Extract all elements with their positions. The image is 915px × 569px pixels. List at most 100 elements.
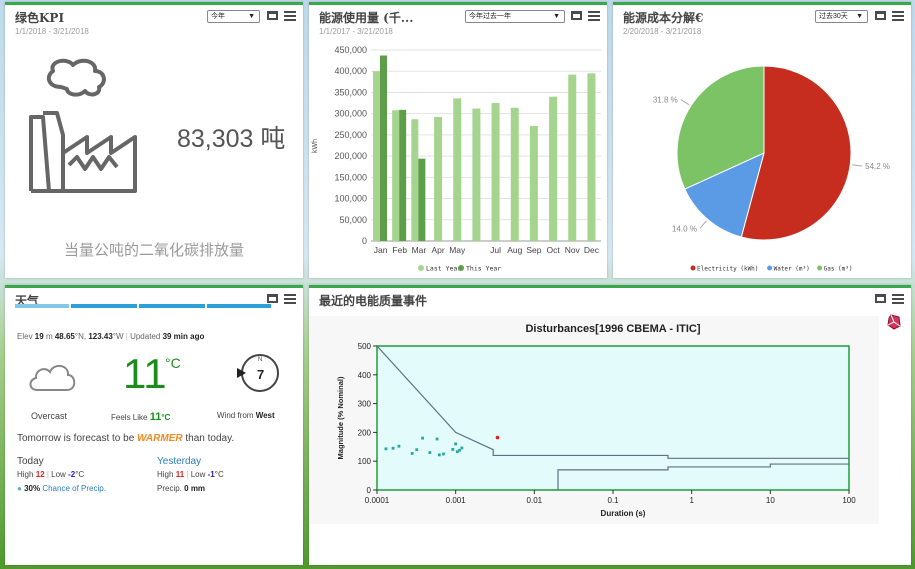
legend-marker [690,265,696,271]
y-tick-label: 400 [358,371,372,380]
legend-label: Gas (m³) [824,266,853,273]
event-point [458,448,461,452]
export-icon[interactable] [887,314,901,330]
x-tick-label: 1 [689,496,694,505]
bar-last-year [434,117,443,241]
maximize-icon[interactable] [875,11,886,20]
bar-this-year [399,109,407,241]
bar-last-year [587,73,596,241]
y-tick-label: 0 [362,236,367,246]
y-tick-label: 300 [358,400,372,409]
bar-this-year [418,158,426,241]
y-tick-label: 100 [358,457,372,466]
menu-icon[interactable] [284,11,296,21]
event-point [495,435,500,440]
event-point [428,451,432,454]
energy-usage-period-select[interactable]: 今年过去一年 ▼ [465,10,565,23]
today-high-low: High 12 | Low -2°C [17,470,85,479]
y-tick-label: 50,000 [339,215,367,225]
current-temp-unit: °C [165,355,181,371]
y-tick-label: 250,000 [334,130,367,140]
y-tick-label: 500 [358,342,372,351]
bar-last-year [529,125,538,241]
pie-label-leader [852,164,863,167]
cbema-scatter-chart: Disturbances[1996 CBEMA - ITIC] 0 100 200 30… [309,316,879,524]
legend-marker [418,265,424,271]
power-quality-panel: 最近的电能质量事件 Disturbances[1996 CBEMA - ITIC… [309,285,911,565]
compass-north-label: N [258,357,263,363]
bar-last-year [472,108,481,241]
legend-marker [767,265,773,271]
bar-last-year [491,103,500,241]
y-tick-label: 300,000 [334,109,367,119]
pie-slice-label: 54.2 % [865,162,890,171]
x-axis-label: Duration (s) [601,509,646,518]
bar-last-year [392,110,400,241]
event-point [384,447,388,451]
energy-cost-date-range: 2/20/2018 - 3/21/2018 [623,27,702,36]
menu-icon[interactable] [892,294,904,304]
y-axis-label: kWh [312,139,319,153]
chart-title: Disturbances[1996 CBEMA - ITIC] [525,323,700,335]
x-tick-label: 0.01 [527,496,543,505]
pie-slice-label: 14.0 % [672,224,697,233]
x-tick-label: 100 [842,496,856,505]
itic-upper-curve [376,345,849,459]
kpi-caption: 当量公吨的二氧化碳排放量 [63,241,244,259]
menu-icon[interactable] [892,11,904,21]
pie-slice [676,65,765,190]
y-tick-label: 200,000 [334,151,367,161]
wind-arrow-icon [237,368,246,378]
energy-usage-bar-chart: 0 50,000 100,000 150,000 200,000 250,000 300,0… [312,45,601,273]
event-point [454,442,458,446]
maximize-icon[interactable] [875,294,886,303]
chevron-down-icon: ▼ [856,13,863,20]
kpi-date-range: 1/1/2018 - 3/21/2018 [15,27,89,36]
event-point [415,448,419,452]
today-label: Today [17,456,44,467]
bar-last-year [568,74,577,241]
energy-usage-date-range: 1/1/2017 - 3/21/2018 [319,27,393,36]
raindrop-icon: ● [17,484,22,493]
plot-area [376,345,850,491]
weather-bar-2 [71,304,137,308]
wind-compass: N 7 [237,354,279,392]
maximize-icon[interactable] [267,11,278,20]
x-tick-label: Feb [392,245,407,255]
x-tick-label: Oct [546,245,560,255]
event-point [437,453,441,457]
x-tick-label: Jul [490,245,501,255]
y-axis-label: Magnitude (% Nominal) [336,376,345,459]
kpi-title: 绿色KPI [15,11,65,25]
legend-marker [458,265,464,271]
event-point [460,446,464,450]
energy-cost-period-select[interactable]: 过去30天 ▼ [815,10,868,23]
bar-this-year [380,55,387,241]
kpi-panel: 绿色KPI 1/1/2018 - 3/21/2018 今年 ▼ 83,303 吨… [5,2,303,278]
x-tick-label: May [449,245,466,255]
x-tick-label: 0.001 [446,496,467,505]
weather-bar-4 [207,304,271,308]
bar-last-year [549,96,558,241]
y-tick-label: 0 [367,486,372,495]
energy-cost-period-value: 过去30天 [819,13,848,20]
menu-icon[interactable] [284,294,296,304]
yesterday-high-low: High 11 | Low -1°C [157,470,224,479]
event-point [451,447,455,451]
y-tick-label: 400,000 [334,66,367,76]
event-point [455,450,459,454]
maximize-icon[interactable] [571,11,582,20]
kpi-period-value: 今年 [211,13,225,20]
bar-last-year [373,71,380,241]
pie-label-leader [680,99,690,106]
wind-speed: 7 [257,367,265,382]
pie-label-leader [699,220,707,229]
maximize-icon[interactable] [267,294,278,303]
today-precip: ● 30% Chance of Precip. [17,484,106,493]
kpi-period-select[interactable]: 今年 ▼ [207,10,260,23]
menu-icon[interactable] [588,11,600,21]
event-point [397,444,401,448]
wind-from: Wind from West [217,411,275,420]
energy-usage-panel: 能源使用量 (千... 1/1/2017 - 3/21/2018 今年过去一年 … [309,2,607,278]
x-tick-label: 10 [766,496,775,505]
